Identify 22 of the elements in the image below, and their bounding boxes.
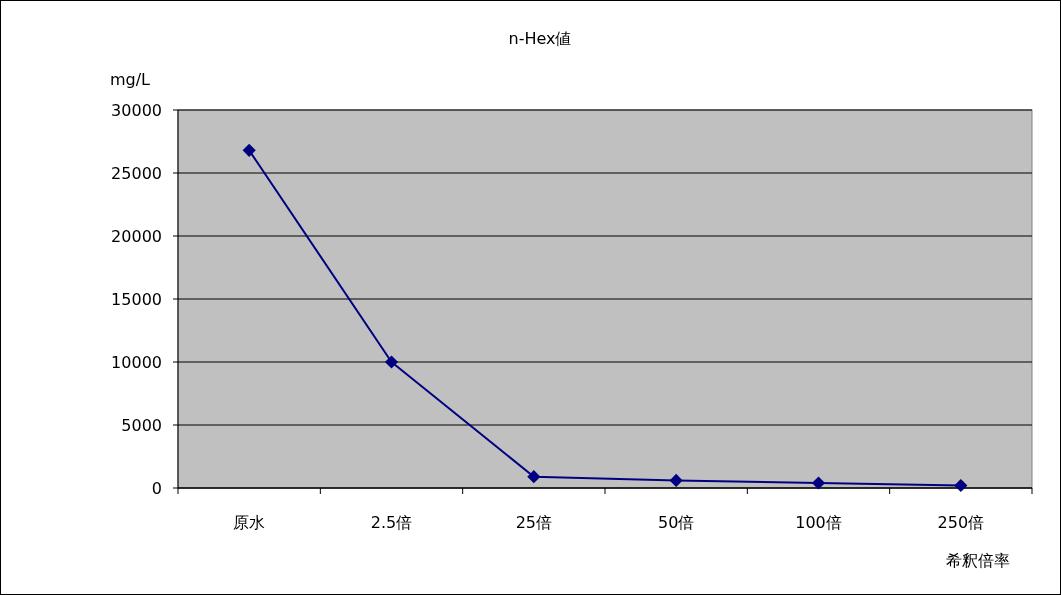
x-axis-title: 希釈倍率 — [946, 551, 1010, 570]
x-tick-label: 50倍 — [657, 513, 695, 532]
point — [242, 143, 256, 157]
y-tick-label: 10000 — [111, 352, 162, 372]
point — [954, 478, 968, 493]
x-tick-label: 原水 — [233, 513, 266, 532]
point — [527, 470, 541, 484]
chart-title: n-Hex値 — [508, 29, 572, 48]
y-tick-label: 30000 — [111, 100, 162, 120]
y-tick-label: 15000 — [111, 289, 162, 309]
y-tick-label: 20000 — [111, 226, 162, 246]
y-tick-label: 25000 — [111, 163, 162, 183]
x-tick-label: 250倍 — [937, 513, 985, 532]
x-tick-label: 100倍 — [795, 513, 842, 532]
y-axis-title: mg/L — [109, 70, 151, 89]
x-tick-label: 25倍 — [515, 513, 553, 532]
x-tick-label: 2.5倍 — [370, 513, 413, 532]
point — [384, 355, 399, 369]
y-tick-label: 0 — [151, 478, 162, 498]
point — [811, 476, 826, 490]
y-tick-label: 5000 — [121, 415, 162, 435]
point — [669, 473, 683, 488]
